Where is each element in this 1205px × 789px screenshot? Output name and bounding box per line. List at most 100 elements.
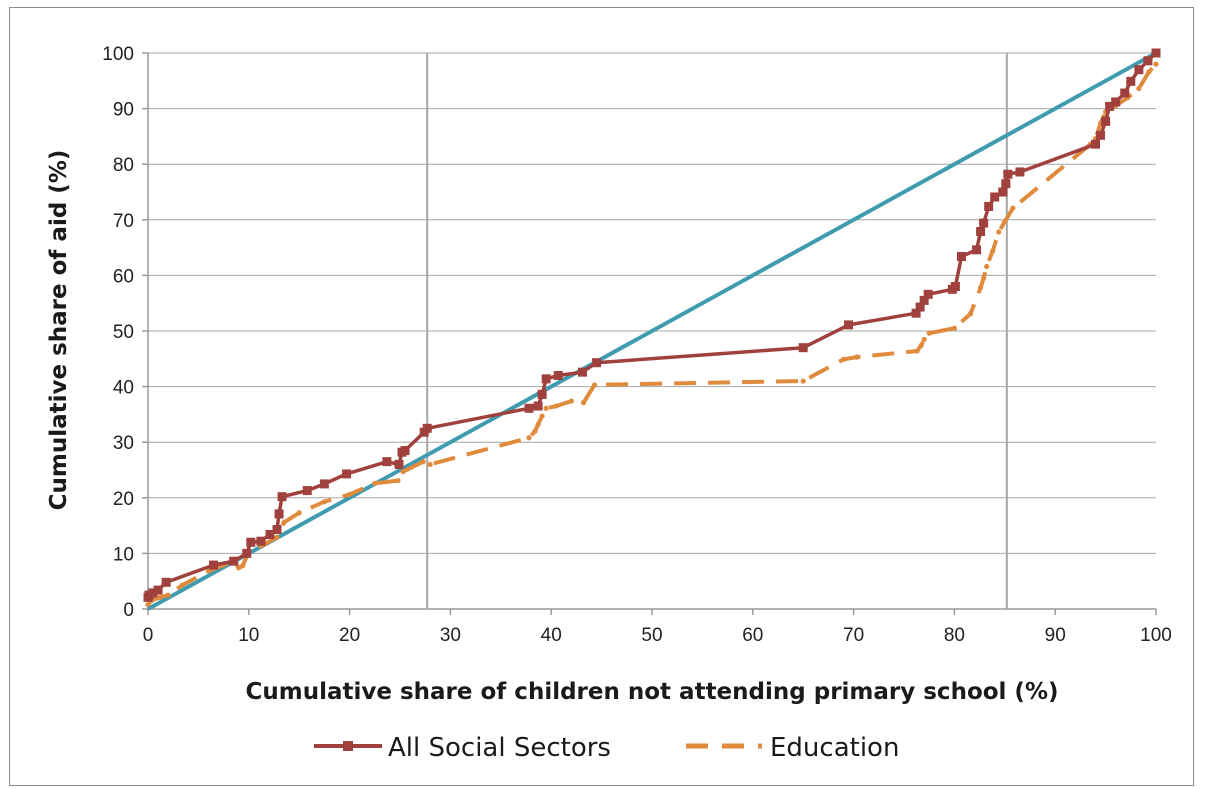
education-point [984, 263, 990, 270]
all-social-sectors-point [798, 343, 808, 353]
x-axis-title: Cumulative share of children not attendi… [245, 679, 1058, 705]
gridlines [148, 52, 1156, 554]
all-social-sectors-point [923, 289, 933, 299]
education-point [568, 398, 574, 404]
education-point [179, 582, 185, 588]
education-point [321, 499, 327, 505]
education-point [395, 477, 401, 484]
education-point [1002, 218, 1008, 225]
x-tick-label: 70 [843, 625, 864, 646]
x-tick-label: 80 [944, 625, 965, 646]
legend-label-all-social-sectors: All Social Sectors [388, 733, 611, 763]
all-social-sectors-point [1134, 65, 1144, 75]
all-social-sectors-point [265, 529, 275, 539]
education-point [921, 336, 927, 342]
education-point [205, 568, 212, 574]
all-social-sectors-point [1120, 88, 1130, 98]
all-social-sectors-point [394, 459, 404, 469]
legend: All Social Sectors Education [314, 733, 899, 763]
y-tick-label: 70 [113, 211, 134, 232]
education-point [981, 275, 987, 281]
education-point [535, 421, 541, 428]
y-tick-label: 0 [123, 600, 134, 621]
education-point [926, 330, 932, 336]
all-social-sectors-point [541, 374, 551, 384]
all-social-sectors-point [1101, 116, 1111, 126]
all-social-sectors-point [537, 389, 547, 399]
education-point [372, 480, 378, 486]
all-social-sectors-point [400, 446, 410, 456]
education-point [800, 378, 806, 384]
axes [142, 52, 1157, 615]
education-point [951, 325, 958, 331]
x-tick-label: 10 [238, 625, 259, 646]
x-tick-label: 0 [143, 625, 154, 646]
y-tick-label: 20 [113, 489, 134, 510]
education-point [854, 354, 860, 360]
education-point [914, 348, 920, 354]
education-point [427, 461, 433, 468]
education-point [157, 594, 163, 600]
all-social-sectors-point [229, 556, 239, 566]
all-social-sectors-point [533, 401, 543, 411]
all-social-sectors-point [1015, 167, 1025, 177]
all-social-sectors-point [972, 245, 982, 255]
education-point [990, 248, 996, 254]
all-social-sectors-point [984, 201, 994, 211]
all-social-sectors-point [844, 320, 854, 330]
education-point [347, 491, 353, 498]
y-tick-label: 100 [102, 44, 134, 65]
y-tick-label: 40 [113, 378, 134, 399]
legend-marker-all-social-sectors [343, 741, 353, 751]
reference-lines [426, 53, 1008, 609]
education-point [145, 601, 151, 608]
y-tick-label: 60 [113, 266, 134, 287]
education-point [967, 311, 974, 317]
x-tick-label: 40 [541, 625, 562, 646]
all-social-sectors-point [1003, 169, 1013, 179]
education-point [996, 229, 1002, 235]
series-line-all-social-sectors [146, 51, 1158, 599]
education-point [400, 469, 406, 475]
x-tick-label: 100 [1140, 625, 1172, 646]
all-social-sectors-point [1126, 76, 1136, 86]
y-axis-title: Cumulative share of aid (%) [46, 150, 72, 511]
all-social-sectors-point [277, 492, 287, 502]
education-point [918, 342, 924, 349]
education-point [543, 405, 549, 411]
education-point [580, 400, 587, 406]
x-tick-label: 90 [1045, 625, 1066, 646]
all-social-sectors-point [979, 218, 989, 228]
all-social-sectors-point [1096, 130, 1106, 140]
education-point [1153, 61, 1159, 67]
all-social-sectors-point [990, 192, 1000, 202]
all-social-sectors-point [1111, 97, 1121, 107]
education-point [281, 519, 287, 525]
all-social-sectors-point [524, 403, 534, 413]
all-social-sectors-point [161, 577, 171, 587]
y-tick-label: 80 [113, 155, 134, 176]
all-social-sectors-point [592, 358, 602, 368]
y-tick-label: 90 [113, 100, 134, 121]
education-point [553, 403, 559, 409]
education-point [420, 459, 426, 465]
y-tick-label: 10 [113, 544, 134, 565]
education-point [840, 356, 847, 362]
all-social-sectors-point [209, 560, 219, 570]
education-point [1010, 205, 1016, 211]
all-social-sectors-point [319, 479, 329, 489]
all-social-sectors-point [302, 486, 312, 496]
chart-frame [9, 7, 1194, 786]
all-social-sectors-point [1001, 179, 1011, 189]
all-social-sectors-point [998, 187, 1008, 197]
all-social-sectors-point [272, 524, 282, 534]
education-point [539, 413, 545, 419]
x-tick-label: 20 [339, 625, 360, 646]
series-layer [143, 48, 1161, 611]
y-tick-label: 30 [113, 433, 134, 454]
all-social-sectors-point [382, 457, 392, 467]
education-point [591, 382, 598, 388]
education-point [296, 510, 302, 516]
education-point [240, 563, 246, 569]
